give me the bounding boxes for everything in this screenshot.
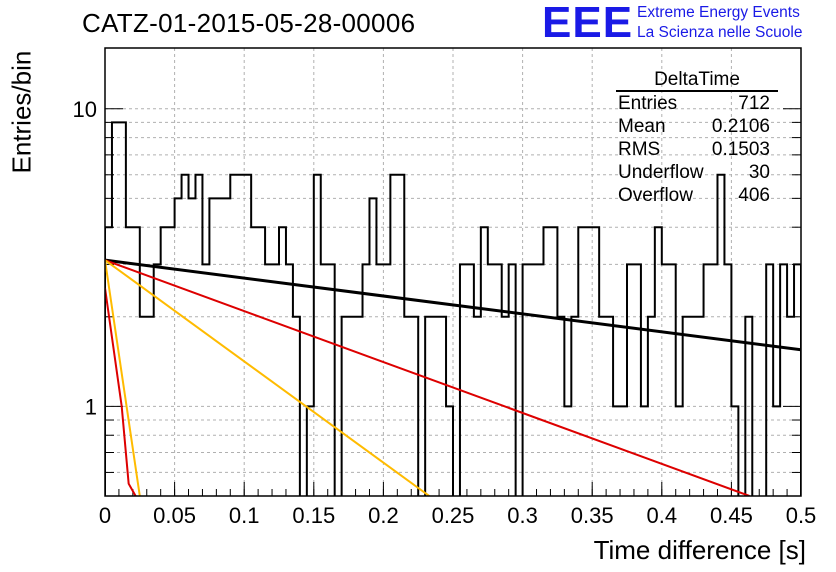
y-tick-label: 10 [73, 97, 97, 122]
stats-box-title: DeltaTime [616, 70, 778, 92]
fit-curve [105, 259, 430, 496]
x-tick-label: 0.4 [647, 503, 678, 528]
stats-row-mean: Mean 0.2106 [612, 115, 778, 138]
x-axis-label: Time difference [s] [593, 535, 806, 565]
x-tick-label: 0 [99, 503, 111, 528]
stats-row-overflow: Overflow 406 [612, 184, 778, 207]
x-tick-label: 0.5 [786, 503, 817, 528]
stats-value: 30 [748, 162, 770, 183]
stats-label: Entries [618, 93, 678, 114]
stats-box: DeltaTime Entries 712 Mean 0.2106 RMS 0.… [612, 70, 778, 207]
x-tick-label: 0.35 [571, 503, 614, 528]
stats-value: 712 [738, 93, 770, 114]
stats-row-entries: Entries 712 [612, 92, 778, 115]
fit-curve [105, 259, 750, 496]
x-tick-label: 0.2 [368, 503, 399, 528]
x-tick-label: 0.05 [153, 503, 196, 528]
stats-label: Overflow [618, 185, 693, 206]
fit-curve [105, 260, 141, 496]
fit-curve [105, 258, 801, 352]
fit-curve [105, 287, 137, 496]
stats-row-underflow: Underflow 30 [612, 161, 778, 184]
stats-row-rms: RMS 0.1503 [612, 138, 778, 161]
x-tick-label: 0.45 [710, 503, 753, 528]
y-tick-label: 1 [85, 394, 97, 419]
x-tick-label: 0.15 [292, 503, 335, 528]
plot-frame [104, 47, 802, 497]
histogram-steps [105, 121, 801, 496]
eee-logo-line-2: La Scienza nelle Scuole [637, 24, 803, 41]
x-tick-label: 0.1 [229, 503, 260, 528]
eee-logo: EEE [542, 0, 634, 47]
stats-label: Underflow [618, 162, 704, 183]
y-axis-label: Entries/bin [6, 50, 37, 174]
chart-title: CATZ-01-2015-05-28-00006 [82, 8, 416, 38]
stats-value: 0.2106 [711, 116, 770, 137]
stats-label: RMS [618, 139, 661, 160]
stats-label: Mean [618, 116, 666, 137]
eee-logo-line-1: Extreme Energy Events [637, 4, 800, 21]
x-tick-label: 0.3 [507, 503, 538, 528]
x-tick-label: 0.25 [432, 503, 475, 528]
stats-value: 406 [738, 185, 770, 206]
stats-value: 0.1503 [711, 139, 770, 160]
